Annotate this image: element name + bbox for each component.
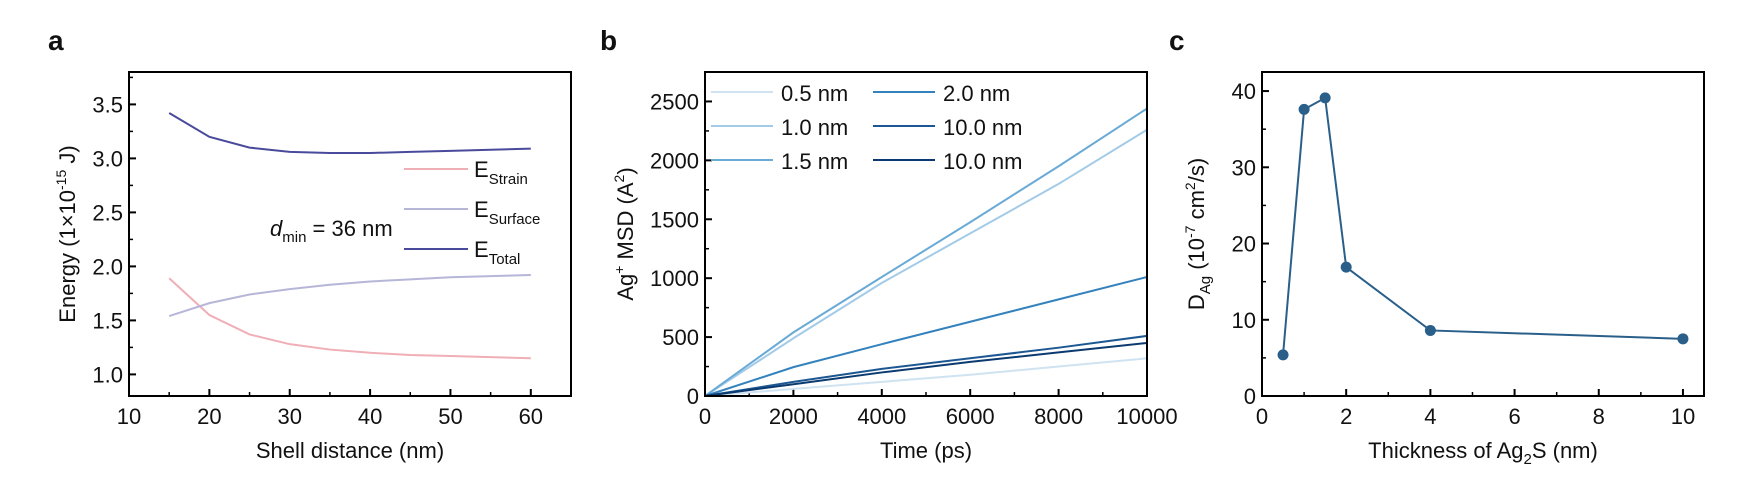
x-tick-label-b: 2000 [769,404,818,429]
series-line-4 [704,334,1148,397]
x-tick-label-b: 0 [699,404,711,429]
x-tick-label-a: 10 [117,404,141,429]
y-tick-label-c: 40 [1232,79,1256,104]
y-tick-label-b: 1500 [650,207,699,232]
y-tick-label-b: 2000 [650,148,699,173]
x-tick-label-b: 8000 [1034,404,1083,429]
x-tick-label-c: 6 [1508,404,1520,429]
x-tick-label-c: 2 [1340,404,1352,429]
x-tick-label-c: 0 [1256,404,1268,429]
y-axis-title-a: Energy (1×10-15 J) [53,145,80,322]
x-tick-label-c: 10 [1671,404,1695,429]
panel-a: a 10 20 30 40 50 60 1.0 1.5 2.0 2.5 3.0 3.5 Shell d… [48,25,572,463]
legend-b: 0.5 nm 1.0 nm 1.5 nm 2.0 nm 10.0 nm 10.0 nm [711,81,1023,174]
data-point [1298,103,1310,115]
y-tick-label-c: 30 [1232,155,1256,180]
data-point [1677,333,1689,345]
series-line-strain [168,277,531,360]
series-line-2 [704,107,1148,397]
panel-b: b 0 2000 4000 6000 8000 10000 0 500 1000 1500 2000… [600,25,1178,463]
x-tick-label-c: 4 [1424,404,1436,429]
plot-frame-a [128,71,572,397]
data-point [1277,349,1289,361]
x-tick-label-b: 10000 [1116,404,1177,429]
legend-label-0: 0.5 nm [781,81,848,106]
x-tick-label-a: 30 [277,404,301,429]
y-tick-label-a: 1.0 [92,362,123,387]
x-tick-label-b: 6000 [946,404,995,429]
data-point [1340,261,1352,273]
y-tick-label-a: 2.5 [92,200,123,225]
legend-label-1: 1.0 nm [781,115,848,140]
y-tick-label-a: 3.5 [92,92,123,117]
legend-label-total: ETotal [474,237,520,268]
x-tick-label-b: 4000 [857,404,906,429]
d-min-annotation: dmin = 36 nm [270,216,393,246]
y-tick-label-a: 3.0 [92,146,123,171]
series-line-total [168,112,531,154]
plot-frame-b [704,71,1148,397]
y-tick-label-b: 1000 [650,266,699,291]
y-tick-label-c: 20 [1232,232,1256,257]
x-tick-label-a: 40 [358,404,382,429]
y-tick-label-a: 1.5 [92,308,123,333]
series-line-5 [704,341,1148,397]
y-axis-title-c: DAg (10-7 cm2/s) [1182,158,1214,310]
x-tick-label-c: 8 [1593,404,1605,429]
panel-c: c 0 2 4 6 8 10 0 10 20 30 40 Thickness of Ag2S (nm… [1169,25,1705,468]
legend-label-2: 1.5 nm [781,149,848,174]
y-tick-label-c: 0 [1244,384,1256,409]
series-line-surface [168,274,531,318]
x-axis-title-a: Shell distance (nm) [256,438,444,463]
x-axis-title-b: Time (ps) [880,438,972,463]
y-tick-label-c: 10 [1232,308,1256,333]
data-point [1424,324,1436,336]
panel-label-c: c [1169,25,1185,56]
legend-label-4: 10.0 nm [943,115,1023,140]
panel-label-a: a [48,25,64,56]
series-line-1 [704,128,1148,397]
legend-label-5: 10.0 nm [943,149,1023,174]
legend-label-strain: EStrain [474,157,528,188]
series-line-0 [704,357,1148,397]
x-axis-title-c: Thickness of Ag2S (nm) [1368,438,1598,468]
x-tick-label-a: 60 [519,404,543,429]
plot-frame-c [1261,71,1705,397]
series-line-3 [704,276,1148,397]
data-point [1319,92,1331,104]
legend-label-surface: ESurface [474,197,540,228]
y-tick-label-b: 500 [662,325,699,350]
legend-a: EStrain ESurface ETotal [404,157,540,268]
panel-label-b: b [600,25,617,56]
series-line [1282,96,1683,355]
y-tick-label-a: 2.0 [92,254,123,279]
legend-label-3: 2.0 nm [943,81,1010,106]
y-axis-title-b: Ag+ MSD (A2) [611,167,638,300]
x-tick-label-a: 50 [438,404,462,429]
x-tick-label-a: 20 [197,404,221,429]
y-tick-label-b: 0 [687,384,699,409]
y-tick-label-b: 2500 [650,89,699,114]
